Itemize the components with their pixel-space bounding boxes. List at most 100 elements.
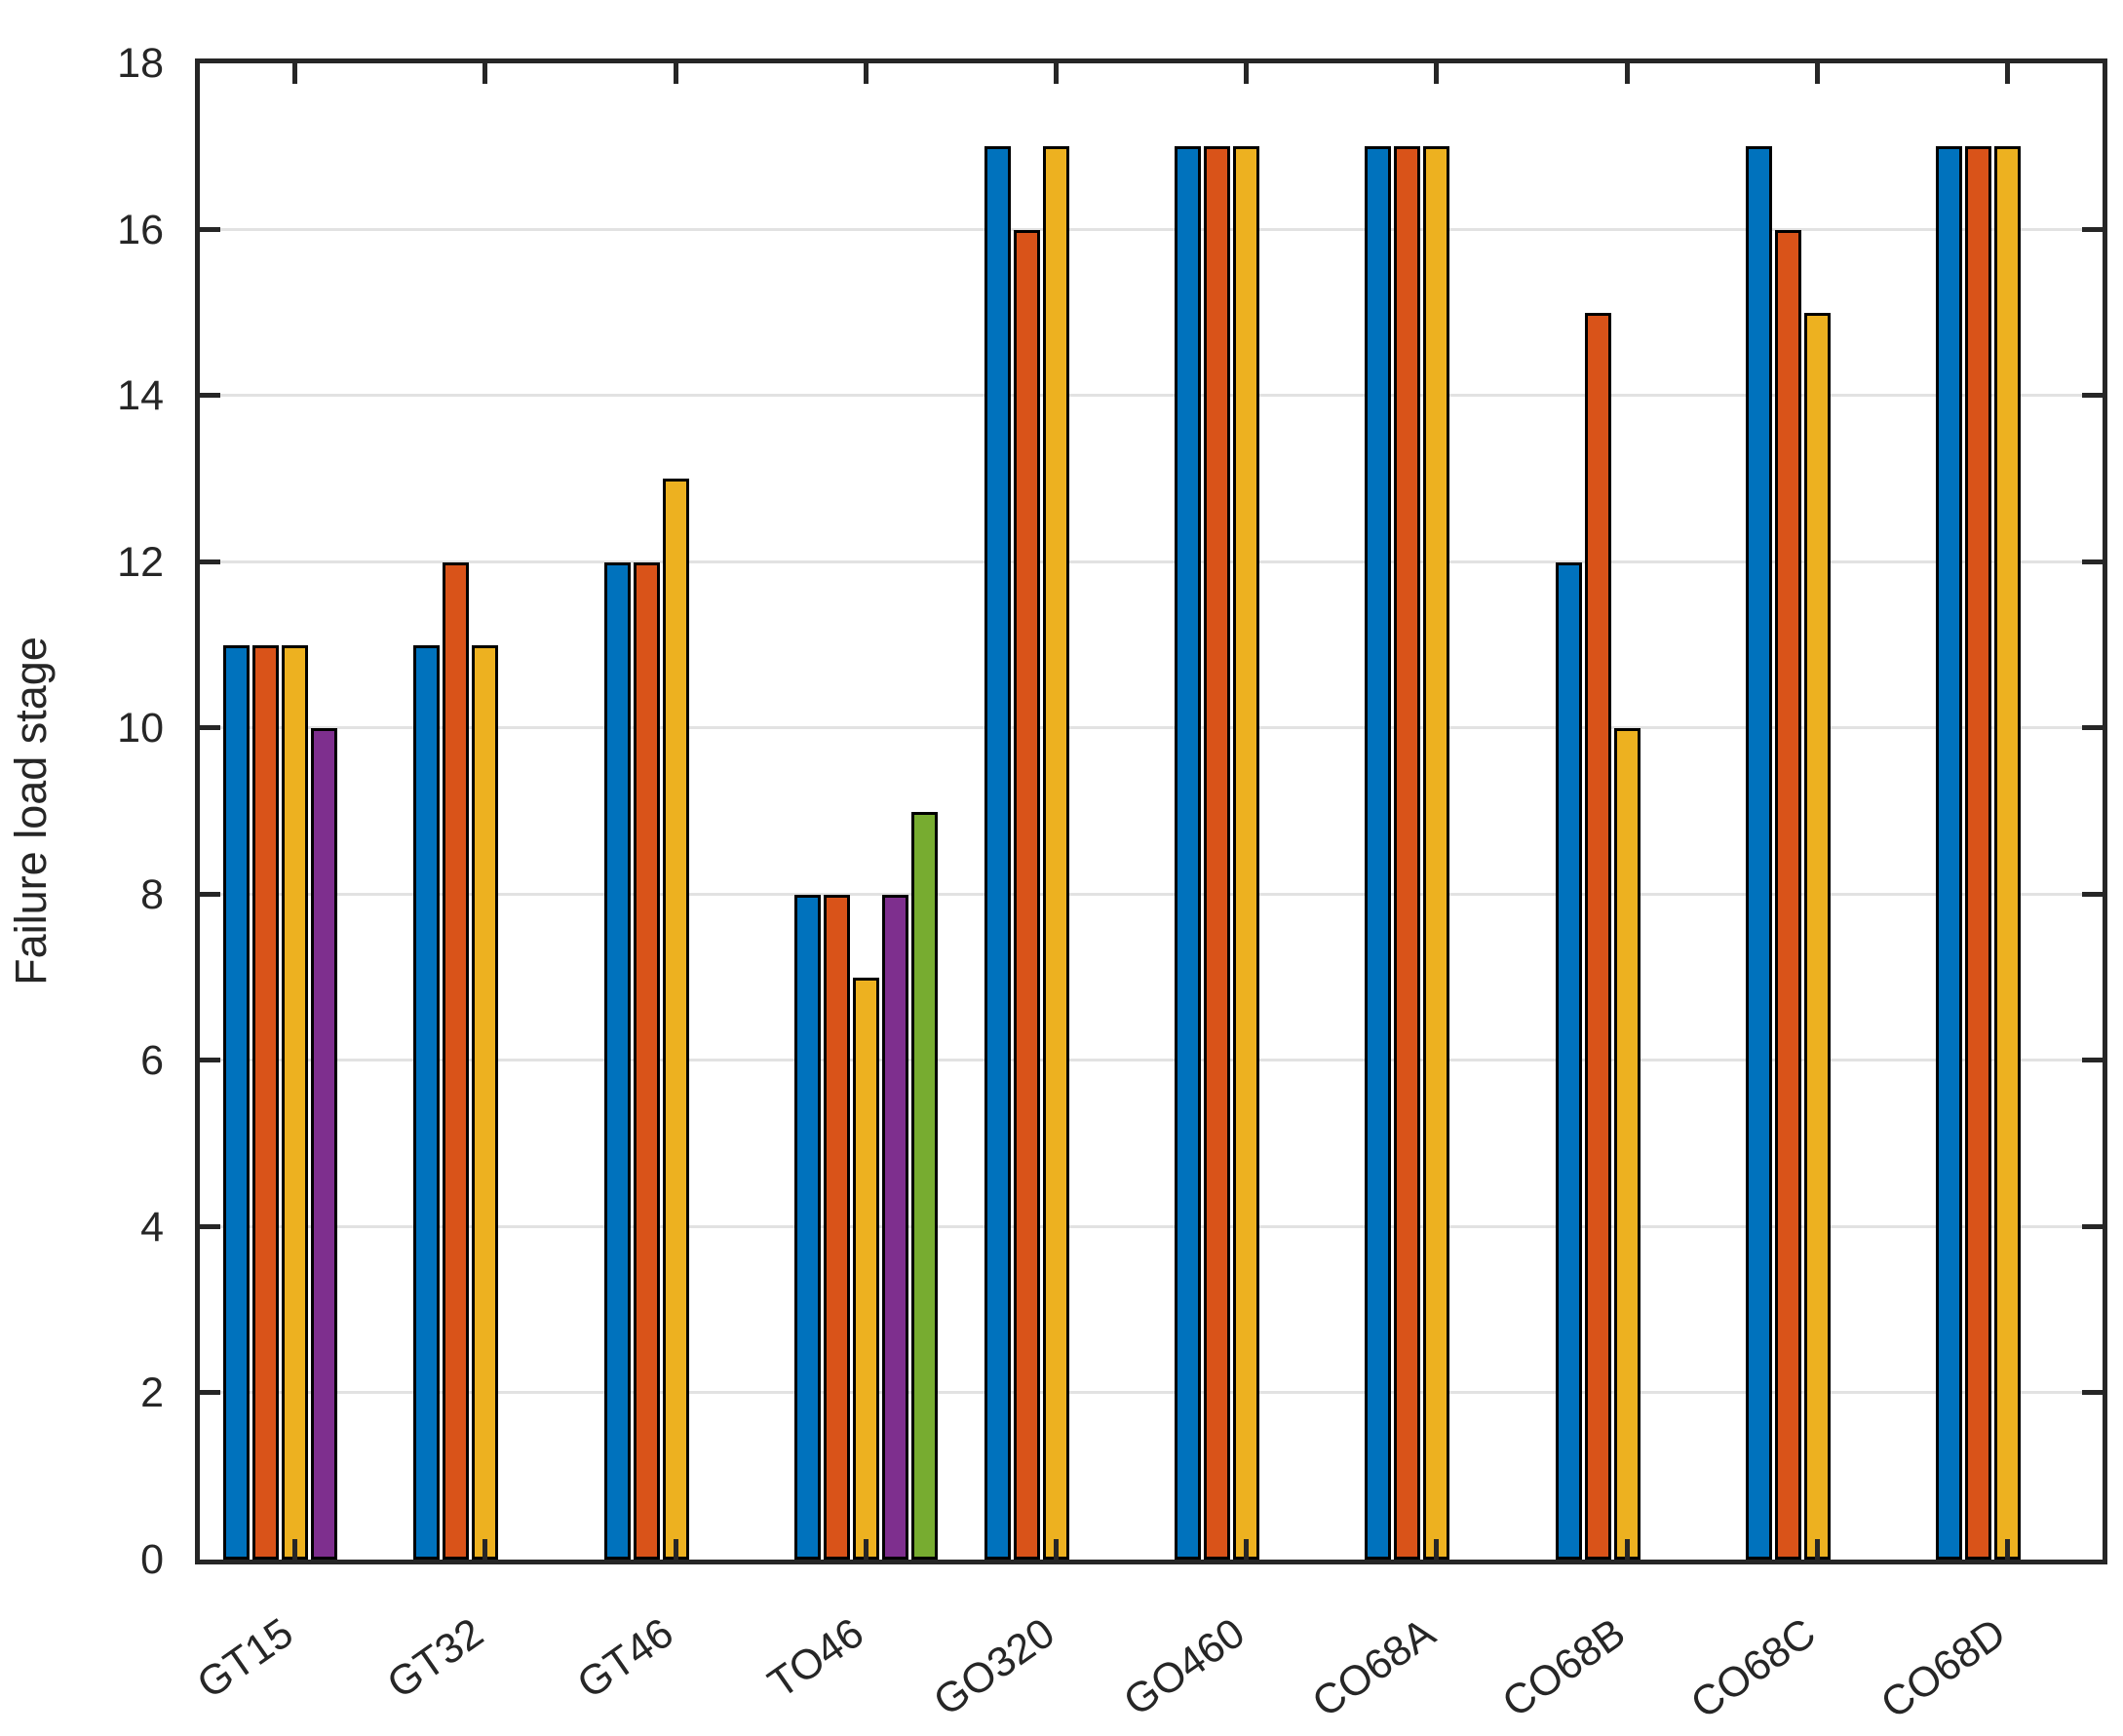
x-tick-label-GO460: GO460 — [1115, 1609, 1254, 1726]
bottom-x-tick-GO320 — [1053, 1539, 1059, 1560]
gridline-y-4 — [200, 1224, 2103, 1228]
y-tick-label-4: 4 — [140, 1203, 164, 1251]
gridline-y-16 — [200, 227, 2103, 231]
bar-TO46-series-5-green — [910, 811, 938, 1560]
bar-GT32-series-2-orange — [443, 561, 470, 1560]
bar-GT15-series-3-yellow — [282, 644, 309, 1560]
bottom-x-tick-GO460 — [1244, 1539, 1250, 1560]
bar-CO68A-series-3-yellow — [1423, 146, 1450, 1560]
y-tick-label-2: 2 — [140, 1370, 164, 1417]
bar-TO46-series-4-purple — [881, 894, 908, 1560]
y-axis-title: Failure load stage — [6, 637, 56, 985]
bar-GO320-series-2-orange — [1013, 229, 1040, 1560]
bar-GT32-series-1-blue — [413, 644, 441, 1560]
bottom-x-tick-CO68C — [1814, 1539, 1820, 1560]
bar-TO46-series-2-orange — [823, 894, 850, 1560]
right-y-tick-8 — [2082, 891, 2103, 897]
y-tick-label-18: 18 — [117, 40, 164, 87]
y-tick-label-10: 10 — [117, 705, 164, 752]
bar-GT15-series-4-purple — [311, 728, 338, 1560]
bar-TO46-series-3-yellow — [852, 978, 879, 1560]
y-tick-label-8: 8 — [140, 870, 164, 918]
top-x-tick-CO68C — [1814, 63, 1820, 84]
bar-GO460-series-3-yellow — [1233, 146, 1260, 1560]
top-x-tick-GT32 — [482, 63, 488, 84]
top-x-tick-TO46 — [863, 63, 868, 84]
x-tick-label-TO46: TO46 — [760, 1609, 873, 1708]
gridline-y-8 — [200, 892, 2103, 896]
top-x-tick-GO320 — [1053, 63, 1059, 84]
bar-TO46-series-1-blue — [793, 894, 821, 1560]
x-tick-label-CO68C: CO68C — [1682, 1609, 1825, 1728]
x-tick-label-CO68A: CO68A — [1303, 1609, 1444, 1727]
x-tick-label-GT15: GT15 — [188, 1609, 302, 1709]
left-y-tick-8 — [200, 891, 220, 897]
left-y-tick-4 — [200, 1223, 220, 1229]
bar-GO320-series-3-yellow — [1042, 146, 1069, 1560]
bottom-x-tick-TO46 — [863, 1539, 868, 1560]
bar-GT46-series-2-orange — [633, 561, 660, 1560]
bar-GT15-series-2-orange — [252, 644, 280, 1560]
top-x-tick-GT15 — [292, 63, 298, 84]
bottom-x-tick-CO68A — [1434, 1539, 1440, 1560]
bar-CO68B-series-1-blue — [1555, 561, 1582, 1560]
bar-CO68C-series-2-orange — [1774, 229, 1801, 1560]
x-tick-label-GT32: GT32 — [379, 1609, 492, 1709]
top-x-tick-CO68D — [2004, 63, 2010, 84]
y-tick-label-12: 12 — [117, 538, 164, 586]
right-y-tick-14 — [2082, 393, 2103, 399]
bar-GT46-series-1-blue — [603, 561, 631, 1560]
left-y-tick-10 — [200, 725, 220, 731]
bar-GO460-series-1-blue — [1175, 146, 1202, 1560]
left-y-tick-14 — [200, 393, 220, 399]
y-tick-label-16: 16 — [117, 206, 164, 253]
bottom-x-tick-GT15 — [292, 1539, 298, 1560]
bar-CO68D-series-1-blue — [1935, 146, 1962, 1560]
top-x-tick-CO68A — [1434, 63, 1440, 84]
bar-GT15-series-1-blue — [223, 644, 251, 1560]
x-tick-label-CO68D: CO68D — [1872, 1609, 2015, 1728]
top-x-tick-GT46 — [673, 63, 678, 84]
top-x-tick-CO68B — [1624, 63, 1630, 84]
bottom-x-tick-GT46 — [673, 1539, 678, 1560]
gridline-y-10 — [200, 726, 2103, 730]
y-tick-label-6: 6 — [140, 1037, 164, 1085]
bar-GO320-series-1-blue — [984, 146, 1011, 1560]
bar-CO68D-series-3-yellow — [1993, 146, 2021, 1560]
right-y-tick-6 — [2082, 1058, 2103, 1063]
bottom-x-tick-CO68D — [2004, 1539, 2010, 1560]
top-x-tick-GO460 — [1244, 63, 1250, 84]
left-y-tick-2 — [200, 1390, 220, 1396]
right-y-tick-2 — [2082, 1390, 2103, 1396]
x-tick-label-GT46: GT46 — [569, 1609, 682, 1709]
bar-CO68C-series-3-yellow — [1803, 312, 1831, 1560]
bar-CO68A-series-1-blue — [1365, 146, 1392, 1560]
bar-CO68B-series-2-orange — [1584, 312, 1611, 1560]
bar-CO68B-series-3-yellow — [1613, 728, 1640, 1560]
bar-CO68D-series-2-orange — [1964, 146, 1991, 1560]
gridline-y-12 — [200, 559, 2103, 563]
x-tick-label-CO68B: CO68B — [1493, 1609, 1634, 1727]
gridline-y-2 — [200, 1391, 2103, 1395]
x-tick-label-GO320: GO320 — [925, 1609, 1063, 1726]
left-y-tick-12 — [200, 559, 220, 564]
bottom-x-tick-GT32 — [482, 1539, 488, 1560]
bar-CO68A-series-2-orange — [1394, 146, 1421, 1560]
left-y-tick-6 — [200, 1058, 220, 1063]
right-y-tick-10 — [2082, 725, 2103, 731]
y-tick-label-14: 14 — [117, 372, 164, 420]
plot-area — [195, 58, 2107, 1564]
right-y-tick-16 — [2082, 226, 2103, 232]
bottom-x-tick-CO68B — [1624, 1539, 1630, 1560]
bar-CO68C-series-1-blue — [1745, 146, 1772, 1560]
y-tick-label-0: 0 — [140, 1536, 164, 1583]
left-y-tick-16 — [200, 226, 220, 232]
gridline-y-6 — [200, 1059, 2103, 1062]
right-y-tick-12 — [2082, 559, 2103, 564]
bar-GT32-series-3-yellow — [472, 644, 499, 1560]
bar-GO460-series-2-orange — [1204, 146, 1231, 1560]
right-y-tick-4 — [2082, 1223, 2103, 1229]
bar-GT46-series-3-yellow — [662, 479, 689, 1560]
gridline-y-14 — [200, 394, 2103, 398]
